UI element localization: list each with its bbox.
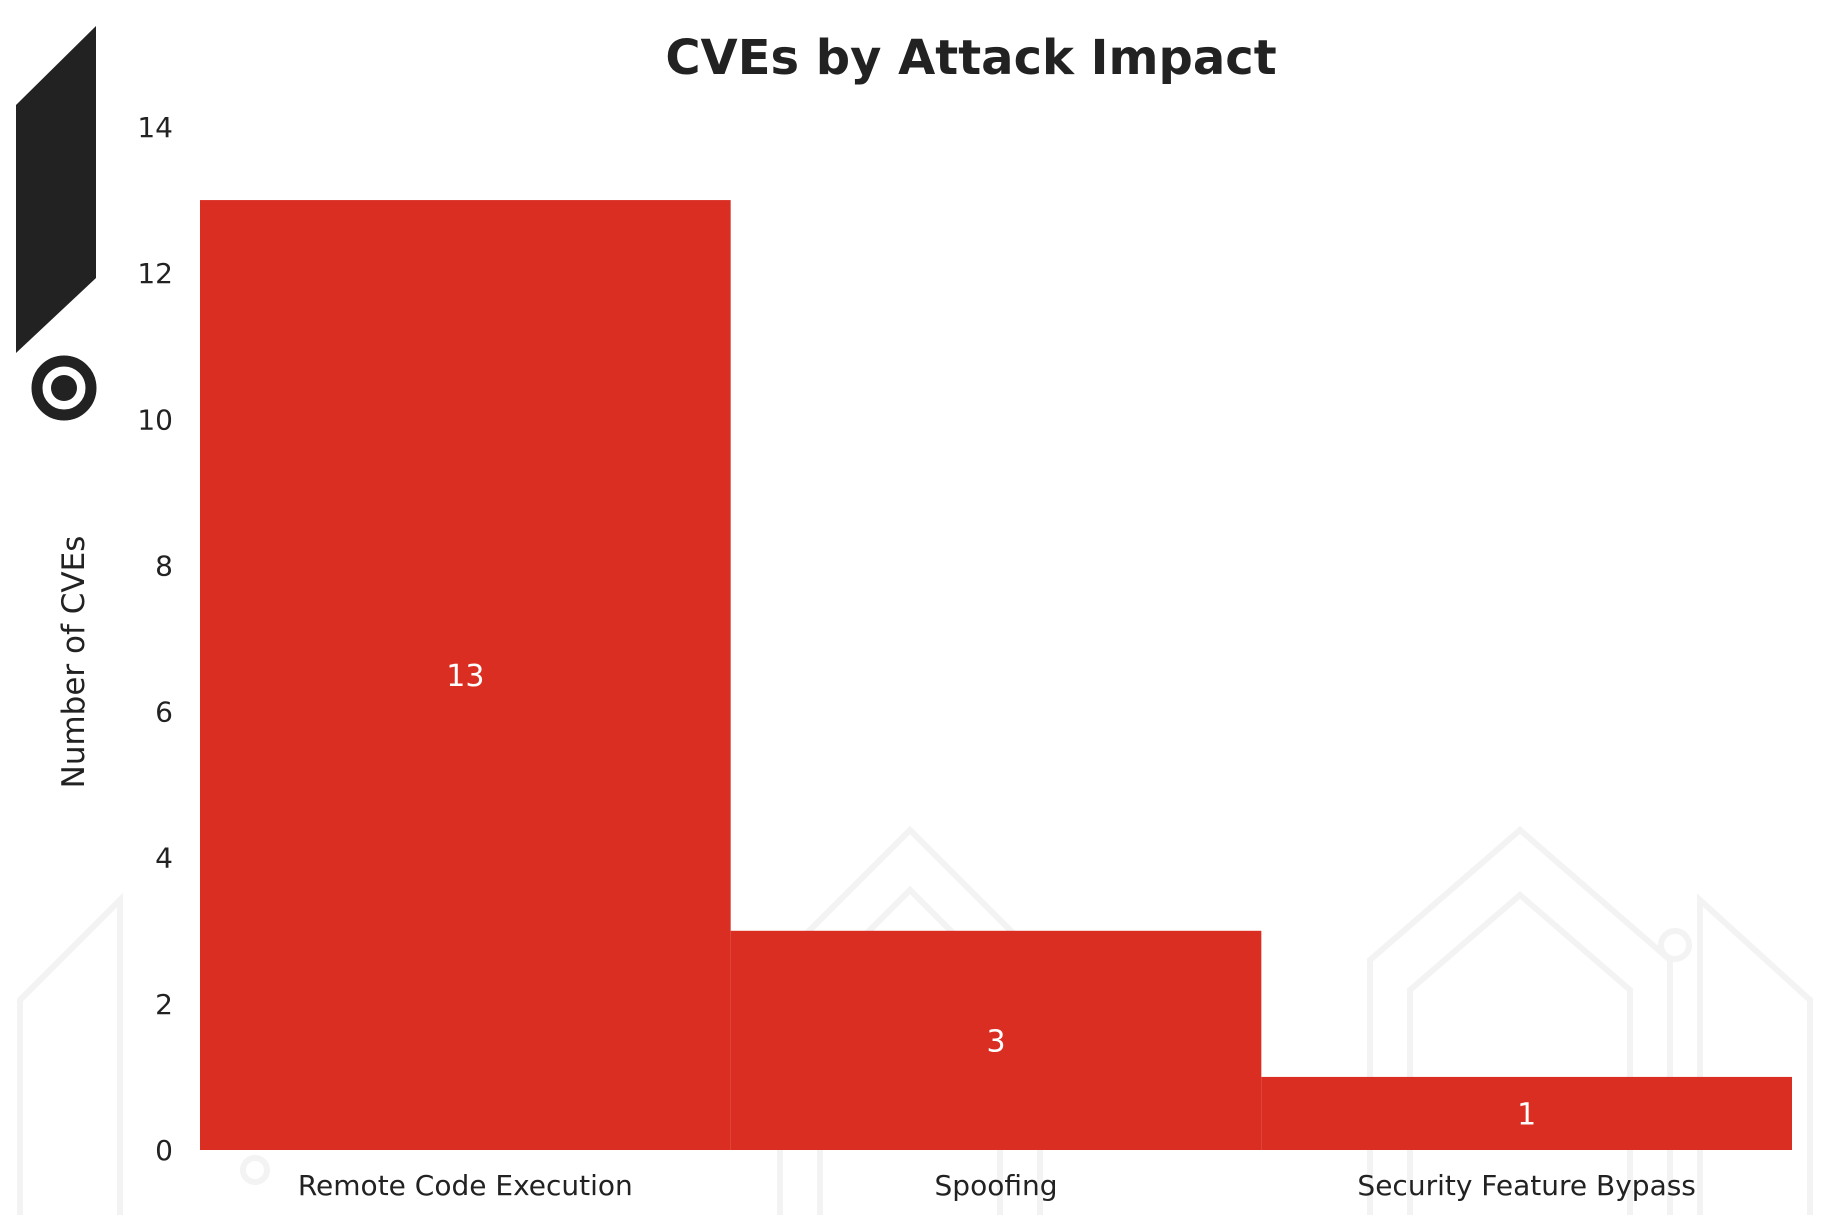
target-dot [51,375,77,401]
y-tick-label: 4 [155,842,173,875]
y-tick-label: 14 [137,111,173,144]
watermark-shape [240,1155,270,1185]
x-tick-label: Security Feature Bypass [1357,1169,1695,1202]
bar [730,930,1262,1150]
y-tick-label: 2 [155,988,173,1021]
data-label: 13 [446,659,484,694]
x-tick-labels: Remote Code Execution Spoofing Security Fe… [298,1169,1696,1202]
y-tick-label: 12 [137,257,173,290]
watermark-shape [1367,826,1673,1215]
x-tick-label: Spoofing [935,1169,1058,1202]
data-label: 3 [986,1024,1005,1059]
bar [1261,1076,1792,1150]
watermark-shape [1658,928,1692,962]
watermark-shape [1697,893,1813,1215]
target-ring [31,355,97,421]
y-tick-label: 6 [155,696,173,729]
data-labels: 13 3 1 [446,659,1536,1132]
watermark-shape [17,892,123,1215]
data-label: 1 [1517,1097,1536,1132]
watermark-shape [1407,891,1633,1215]
y-tick-label: 10 [137,403,173,436]
logo-badge-icon [16,26,96,353]
x-tick-label: Remote Code Execution [298,1169,633,1202]
y-tick-labels: 0 2 4 6 8 10 12 14 [137,111,173,1167]
bar [200,200,731,1151]
y-tick-label: 8 [155,549,173,582]
bar-series [200,200,1792,1151]
chart-title: CVEs by Attack Impact [665,30,1276,86]
target-icon [31,355,97,421]
y-axis-label: Number of CVEs [56,536,92,789]
y-tick-label: 0 [155,1134,173,1167]
